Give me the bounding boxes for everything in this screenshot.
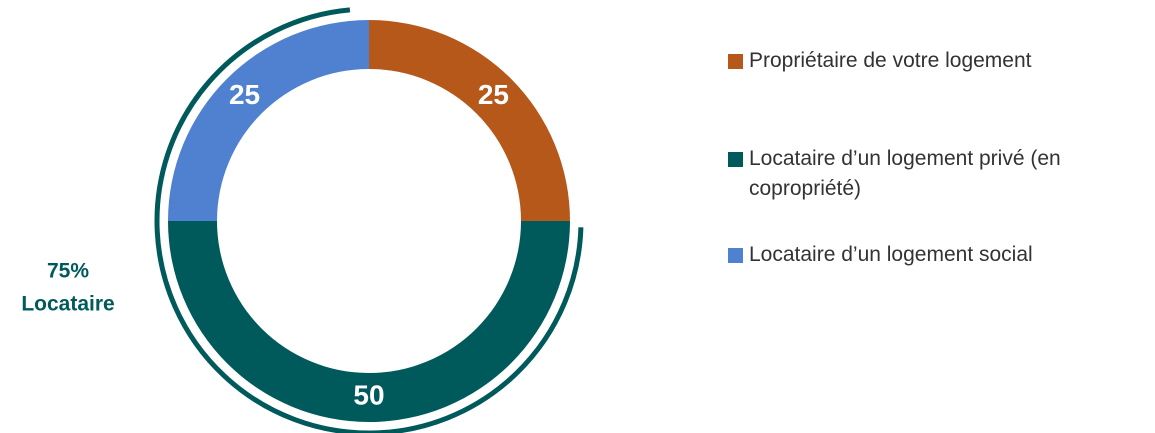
legend-swatch <box>728 152 743 167</box>
legend-item: Locataire d’un logement social <box>728 240 1128 270</box>
legend-label: Propriétaire de votre logement <box>749 49 1032 72</box>
legend-swatch <box>728 248 743 263</box>
legend-label: Locataire d’un logement privé (en coprop… <box>749 147 1061 200</box>
legend-label: Locataire d’un logement social <box>749 243 1033 266</box>
bracket-arc <box>154 7 584 433</box>
slice <box>369 20 570 221</box>
annotation: 75% <box>47 260 89 283</box>
data-label: 25 <box>478 79 509 110</box>
annotation: Locataire <box>21 293 114 316</box>
slice <box>168 20 369 221</box>
legend-item: Propriétaire de votre logement <box>728 46 1128 76</box>
data-label: 50 <box>353 379 384 410</box>
data-label: 25 <box>229 79 260 110</box>
legend-item: Locataire d’un logement privé (en coprop… <box>728 144 1128 204</box>
slice <box>168 221 570 422</box>
legend-swatch <box>728 54 743 69</box>
